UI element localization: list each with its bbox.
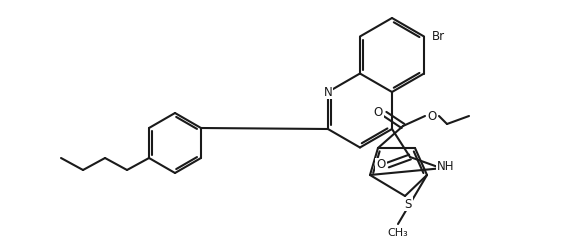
Text: NH: NH — [437, 161, 454, 173]
Text: S: S — [404, 197, 412, 211]
Text: N: N — [324, 85, 332, 99]
Text: O: O — [427, 110, 437, 122]
Text: O: O — [373, 105, 382, 119]
Text: Br: Br — [432, 30, 445, 43]
Text: CH₃: CH₃ — [388, 228, 408, 238]
Text: O: O — [376, 159, 385, 172]
